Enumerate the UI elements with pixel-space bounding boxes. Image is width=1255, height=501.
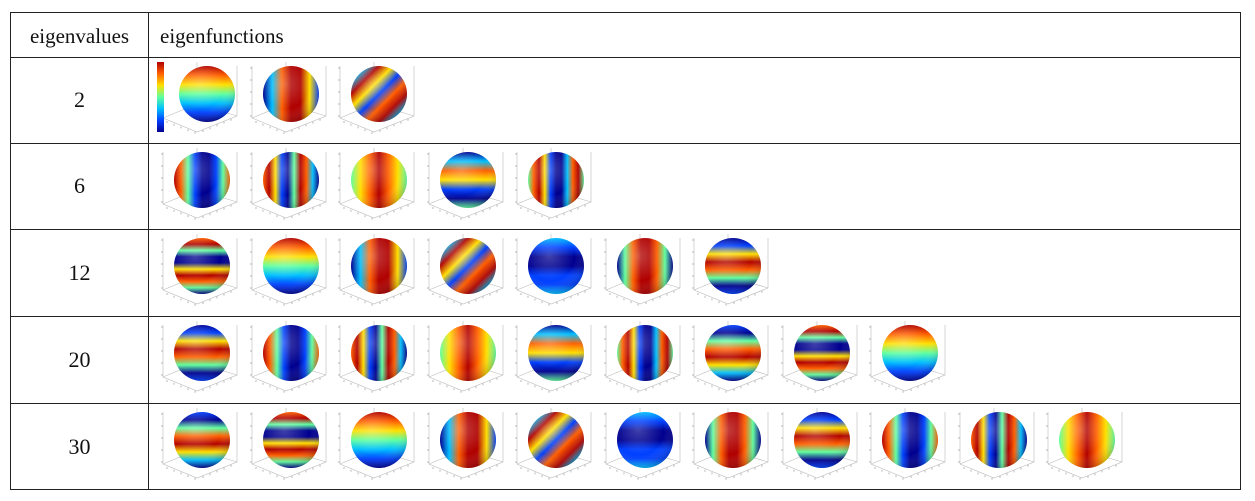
eigenfunctions-cell <box>149 316 1240 403</box>
eigenvalue-label: 20 <box>68 346 91 372</box>
eigenvalue-label: 30 <box>68 434 91 459</box>
eigenfunction-sphere-plot <box>600 319 686 399</box>
eigenfunction-sphere-plot <box>157 232 243 312</box>
row-divider <box>11 316 1240 317</box>
eigenfunction-sphere-plot <box>157 319 243 399</box>
column-divider <box>148 13 149 489</box>
eigenfunction-sphere-plot <box>157 146 243 226</box>
eigenfunction-sphere-plot <box>688 319 774 399</box>
table-row: 6 <box>11 143 1240 229</box>
eigenfunction-sphere-plot <box>511 319 597 399</box>
eigenfunction-sphere-plot <box>865 319 951 399</box>
eigenfunction-sphere-plot <box>600 232 686 312</box>
row-divider <box>11 229 1240 230</box>
eigenvalue-label: 6 <box>74 173 85 198</box>
row-divider <box>11 403 1240 404</box>
eigenvalue-label: 2 <box>74 87 85 112</box>
eigenfunction-sphere-plot <box>1042 406 1128 486</box>
eigenfunction-sphere-plot <box>511 406 597 486</box>
eigenfunction-sphere-plot <box>423 319 509 399</box>
eigen-table: eigenvalues eigenfunctions 2 6 12 20 30 <box>10 12 1241 490</box>
eigenfunction-sphere-plot <box>600 406 686 486</box>
header-eigenfunctions: eigenfunctions <box>160 24 284 48</box>
eigenfunction-sphere-plot <box>423 406 509 486</box>
eigenfunctions-cell <box>149 403 1240 491</box>
eigenfunction-sphere-plot <box>688 406 774 486</box>
eigenfunction-sphere-plot <box>246 146 332 226</box>
eigenfunction-sphere-plot <box>511 232 597 312</box>
eigenfunction-sphere-plot <box>777 406 863 486</box>
eigenfunction-sphere-plot <box>334 146 420 226</box>
eigenfunction-sphere-plot <box>511 146 597 226</box>
eigenfunction-sphere-plot <box>246 319 332 399</box>
eigenfunction-sphere-plot <box>688 232 774 312</box>
table-row: 20 <box>11 316 1240 403</box>
eigenfunction-sphere-plot <box>246 232 332 312</box>
eigenfunction-sphere-plot <box>157 60 243 140</box>
eigenfunction-sphere-plot <box>334 406 420 486</box>
eigenvalue-label: 12 <box>68 259 91 285</box>
eigenfunction-sphere-plot <box>777 319 863 399</box>
eigenfunction-sphere-plot <box>423 232 509 312</box>
table-row: 30 <box>11 403 1240 491</box>
row-divider <box>11 57 1240 58</box>
table-row: 12 <box>11 229 1240 316</box>
eigenfunctions-cell <box>149 229 1240 316</box>
table-row: 2 <box>11 57 1240 143</box>
eigenfunction-sphere-plot <box>865 406 951 486</box>
eigenfunction-sphere-plot <box>246 406 332 486</box>
eigenfunctions-cell <box>149 143 1240 229</box>
eigenfunctions-cell <box>149 57 1240 143</box>
header-eigenvalues: eigenvalues <box>29 24 130 48</box>
eigenfunction-sphere-plot <box>334 319 420 399</box>
row-divider <box>11 143 1240 144</box>
eigenfunction-sphere-plot <box>423 146 509 226</box>
eigenfunction-sphere-plot <box>157 406 243 486</box>
eigenfunction-sphere-plot <box>954 406 1040 486</box>
eigenfunction-sphere-plot <box>334 60 420 140</box>
eigenfunction-sphere-plot <box>246 60 332 140</box>
eigenfunction-sphere-plot <box>334 232 420 312</box>
